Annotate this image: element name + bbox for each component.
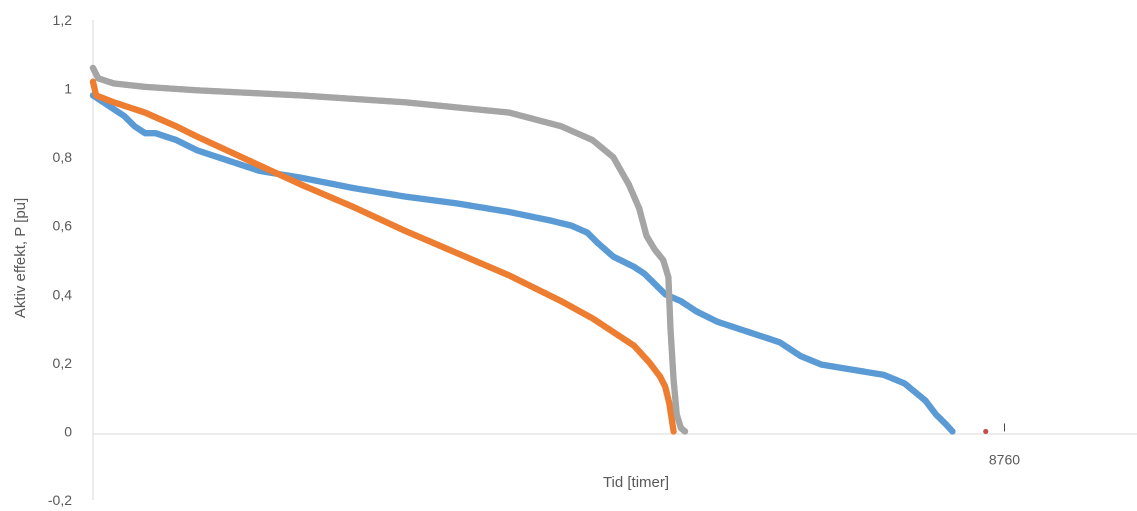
- y-tick-label: 0,2: [53, 355, 73, 371]
- series-2: [89, 78, 677, 435]
- y-tick-label: 0,4: [53, 286, 73, 302]
- series-3: [89, 64, 689, 435]
- y-tick-label: 1: [64, 81, 72, 97]
- data-point: [949, 428, 956, 435]
- x-axis-title: Tid [timer]: [603, 474, 669, 491]
- x-axis-tick: 8760: [989, 423, 1020, 467]
- y-tick-label: -0,2: [48, 492, 72, 508]
- data-point: [983, 428, 989, 435]
- y-axis-tick-labels: -0,2 0 0,2 0,4 0,6 0,8 1 1,2: [48, 12, 72, 508]
- y-tick-label: 1,2: [53, 12, 73, 28]
- series-4: [983, 428, 989, 435]
- x-tick-label: 8760: [989, 451, 1020, 467]
- y-tick-label: 0,6: [53, 218, 73, 234]
- y-axis-title: Aktiv effekt, P [pu]: [12, 198, 29, 318]
- data-point: [681, 428, 689, 435]
- series-1: [89, 92, 956, 435]
- data-point: [670, 428, 677, 435]
- y-tick-label: 0,8: [53, 149, 73, 165]
- y-tick-label: 0: [64, 423, 72, 439]
- series-layer: [89, 64, 989, 435]
